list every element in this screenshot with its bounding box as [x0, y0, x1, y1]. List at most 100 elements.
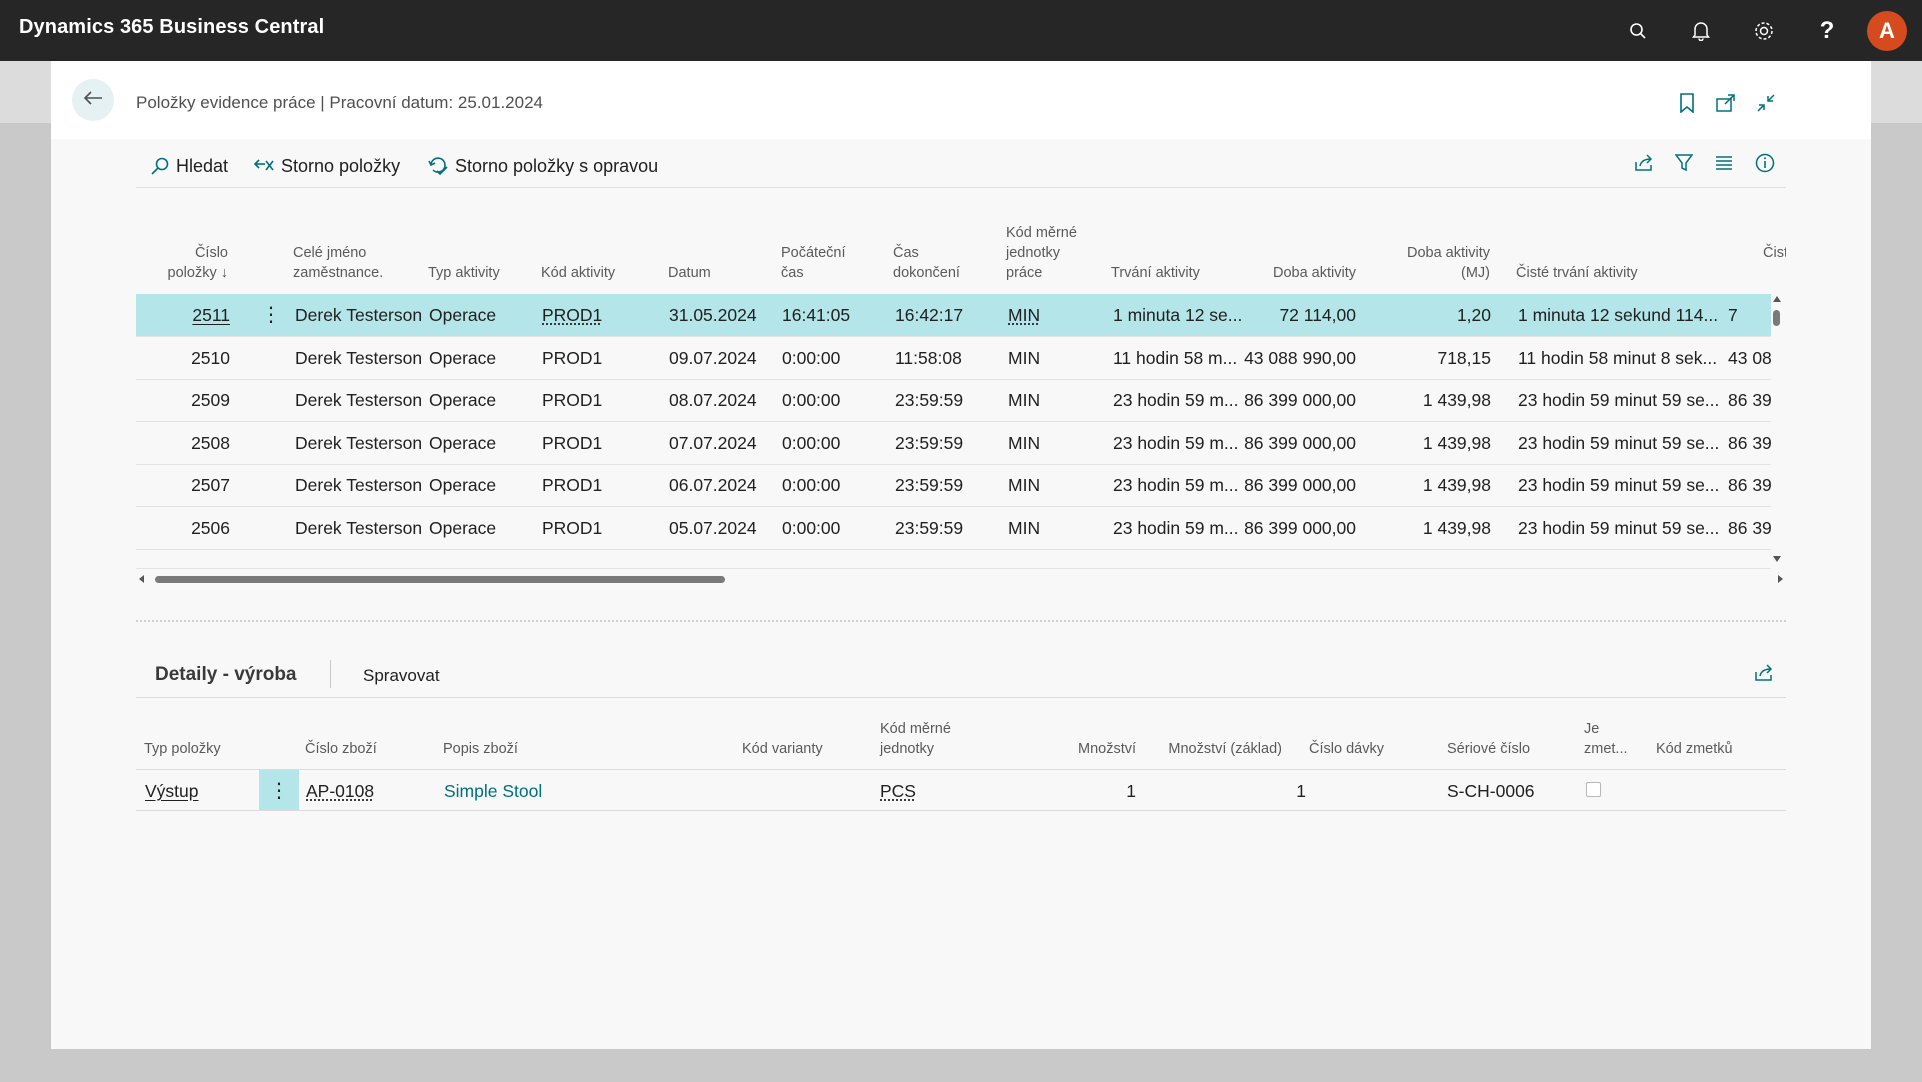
cell-activity-time[interactable]: 86 399 000,00 [1244, 475, 1356, 495]
cell-net-cut[interactable]: 43 08 [1728, 347, 1771, 368]
cell-uom[interactable]: MIN [1008, 305, 1041, 325]
cell-start-time[interactable]: 0:00:00 [782, 390, 841, 410]
cell-date[interactable]: 06.07.2024 [669, 475, 757, 495]
search-action[interactable]: Hledat [150, 154, 228, 178]
cell-net-duration[interactable]: 23 hodin 59 minut 59 se... [1518, 432, 1720, 453]
cell-duration[interactable]: 23 hodin 59 m... [1113, 390, 1239, 410]
cell-activity-time-uom[interactable]: 1 439,98 [1422, 432, 1491, 453]
col-activity-code[interactable]: Kód aktivity [541, 265, 616, 281]
cell-uom[interactable]: MIN [1008, 517, 1041, 538]
col-date[interactable]: Datum [668, 265, 711, 281]
cell-activity-type[interactable]: Operace [429, 432, 497, 453]
cell-activity-time[interactable]: 86 399 000,00 [1244, 517, 1356, 538]
cell-activity-type[interactable]: Operace [429, 390, 497, 410]
sub-col-serial[interactable]: Sériové číslo [1447, 741, 1531, 757]
table-row[interactable]: 2510 Derek Testerson Operace PROD1 09.07.202… [136, 337, 1771, 380]
cell-end-time[interactable]: 16:42:17 [895, 305, 964, 325]
col-entry-no[interactable]: Číslo položky ↓ [167, 245, 228, 281]
cell-entry-no[interactable]: 2508 [191, 432, 230, 453]
cell-activity-code[interactable]: PROD1 [542, 475, 603, 495]
sub-uom[interactable]: PCS [880, 781, 916, 801]
sub-col-item-no[interactable]: Číslo zboží [305, 741, 377, 757]
sub-col-qty-base[interactable]: Množství (základ) [1168, 741, 1282, 757]
table-row[interactable]: 2511 Derek Testerson Operace PROD1 31.05.202… [136, 294, 1771, 337]
sub-col-scrap[interactable]: Je zmet... [1584, 721, 1628, 757]
cell-start-time[interactable]: 0:00:00 [782, 432, 841, 453]
sub-col-uom[interactable]: Kód měrné jednotky [880, 721, 951, 757]
cell-net-cut[interactable]: 86 39 [1728, 517, 1771, 538]
cell-activity-type[interactable]: Operace [429, 305, 497, 325]
list-view-icon[interactable] [1711, 150, 1737, 176]
sub-col-variant[interactable]: Kód varianty [742, 741, 823, 757]
cell-date[interactable]: 08.07.2024 [669, 390, 757, 410]
cell-uom[interactable]: MIN [1008, 390, 1041, 410]
col-start-time[interactable]: Počáteční čas [781, 245, 846, 281]
cell-entry-no[interactable]: 2510 [191, 347, 230, 368]
sub-qty[interactable]: 1 [1126, 781, 1136, 801]
sub-col-qty[interactable]: Množství [1077, 741, 1136, 757]
cell-employee[interactable]: Derek Testerson [295, 432, 423, 453]
cell-entry-no[interactable]: 2506 [191, 517, 230, 538]
filter-icon[interactable] [1671, 150, 1697, 176]
cell-end-time[interactable]: 23:59:59 [895, 390, 964, 410]
table-row[interactable]: 2508 Derek Testerson Operace PROD1 07.07.202… [136, 422, 1771, 465]
col-activity-type[interactable]: Typ aktivity [428, 265, 500, 281]
cell-entry-no[interactable]: 2509 [191, 390, 230, 410]
cell-duration[interactable]: 11 hodin 58 m... [1113, 347, 1238, 368]
cell-employee[interactable]: Derek Testerson [295, 517, 423, 538]
cell-uom[interactable]: MIN [1008, 347, 1041, 368]
cell-activity-code[interactable]: PROD1 [542, 432, 603, 453]
col-net-duration[interactable]: Čisté trvání aktivity [1516, 265, 1638, 281]
table-row[interactable]: 2506 Derek Testerson Operace PROD1 05.07.202… [136, 507, 1771, 550]
cell-activity-time[interactable]: 72 114,00 [1279, 305, 1356, 325]
col-uom[interactable]: Kód měrné jednotky práce [1006, 225, 1077, 281]
scrap-checkbox[interactable] [1586, 782, 1601, 797]
cell-net-duration[interactable]: 23 hodin 59 minut 59 se... [1518, 390, 1720, 410]
avatar[interactable]: A [1867, 11, 1907, 51]
help-icon[interactable]: ? [1819, 17, 1835, 44]
cell-net-cut[interactable]: 86 39 [1728, 432, 1771, 453]
open-new-window-icon[interactable] [1713, 90, 1739, 116]
reverse-entries-button[interactable]: Storno položky [253, 154, 400, 178]
cell-duration[interactable]: 23 hodin 59 m... [1113, 432, 1239, 453]
cell-activity-time-uom[interactable]: 1 439,98 [1422, 390, 1491, 410]
cell-uom[interactable]: MIN [1008, 432, 1041, 453]
cell-duration[interactable]: 23 hodin 59 m... [1113, 517, 1239, 538]
cell-duration[interactable]: 1 minuta 12 se... [1113, 305, 1243, 325]
sub-col-scrap-code[interactable]: Kód zmetků [1656, 741, 1733, 757]
search-icon[interactable] [1623, 16, 1653, 46]
sub-col-lot[interactable]: Číslo dávky [1309, 741, 1384, 757]
cell-activity-type[interactable]: Operace [429, 517, 497, 538]
subpage-row[interactable]: Výstup ⋮ AP-0108 Simple Stool PCS 1 1 S-… [136, 769, 1786, 811]
row-menu-button[interactable]: ⋮ [261, 304, 281, 326]
sub-serial[interactable]: S-CH-0006 [1447, 781, 1535, 801]
cell-activity-type[interactable]: Operace [429, 347, 497, 368]
cell-activity-time-uom[interactable]: 718,15 [1437, 347, 1491, 368]
cell-end-time[interactable]: 11:58:08 [895, 347, 962, 368]
cell-net-cut[interactable]: 86 39 [1728, 390, 1771, 410]
cell-start-time[interactable]: 16:41:05 [782, 305, 851, 325]
bell-icon[interactable] [1686, 16, 1716, 46]
sub-item-no[interactable]: AP-0108 [306, 781, 375, 801]
cell-activity-code[interactable]: PROD1 [542, 347, 603, 368]
col-duration[interactable]: Trvání aktivity [1111, 265, 1200, 281]
table-row[interactable]: 2507 Derek Testerson Operace PROD1 06.07.202… [136, 464, 1771, 507]
col-net-cut[interactable]: Čist [1763, 245, 1786, 261]
cell-activity-time[interactable]: 86 399 000,00 [1244, 390, 1356, 410]
col-activity-time-uom[interactable]: Doba aktivity (MJ) [1406, 245, 1490, 281]
gear-icon[interactable] [1749, 16, 1779, 46]
col-employee[interactable]: Celé jméno zaměstnance. [293, 245, 384, 281]
cell-uom[interactable]: MIN [1008, 475, 1041, 495]
back-button[interactable] [72, 79, 114, 121]
cell-date[interactable]: 09.07.2024 [669, 347, 757, 368]
cell-net-duration[interactable]: 1 minuta 12 sekund 114... [1518, 305, 1719, 325]
cell-activity-code[interactable]: PROD1 [542, 390, 603, 410]
cell-net-cut[interactable]: 86 39 [1728, 475, 1771, 495]
cell-date[interactable]: 31.05.2024 [669, 305, 757, 325]
cell-entry-no[interactable]: 2507 [191, 475, 230, 495]
cell-date[interactable]: 05.07.2024 [669, 517, 757, 538]
cell-employee[interactable]: Derek Testerson [295, 305, 423, 325]
cell-activity-time[interactable]: 86 399 000,00 [1244, 432, 1356, 453]
cell-end-time[interactable]: 23:59:59 [895, 517, 964, 538]
cell-activity-time-uom[interactable]: 1 439,98 [1422, 517, 1491, 538]
